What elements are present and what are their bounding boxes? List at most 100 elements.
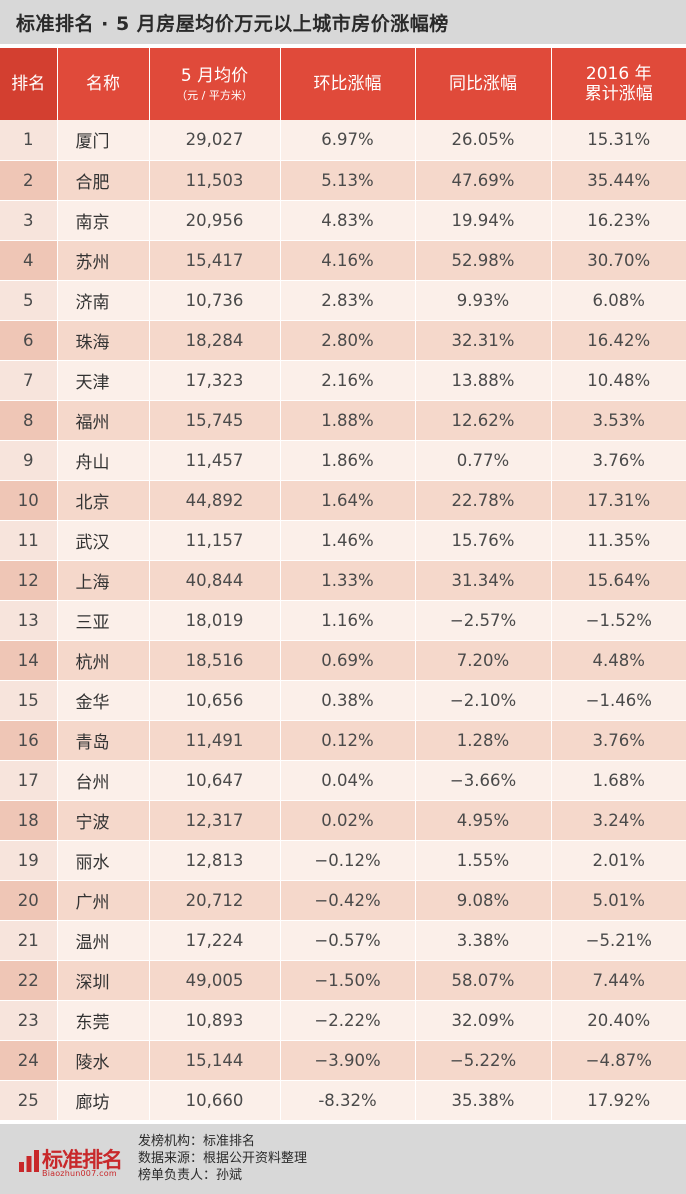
rank-cell: 14 — [0, 640, 58, 681]
yoy-change-cell: 19.94% — [415, 200, 552, 241]
credit-value: 根据公开资料整理 — [203, 1151, 308, 1166]
mom-change-cell: −0.57% — [280, 920, 416, 961]
mom-change-cell: 2.83% — [280, 280, 416, 321]
price-cell: 20,712 — [149, 880, 281, 921]
price-cell: 18,516 — [149, 640, 281, 681]
rank-cell: 23 — [0, 1000, 58, 1041]
city-name-cell: 陵水 — [57, 1040, 150, 1081]
ytd-change-cell: 35.44% — [551, 160, 686, 201]
yoy-change-cell: −2.57% — [415, 600, 552, 641]
rank-cell: 6 — [0, 320, 58, 361]
rank-cell: 19 — [0, 840, 58, 881]
ytd-change-cell: 4.48% — [551, 640, 686, 681]
city-name-cell: 济南 — [57, 280, 150, 321]
yoy-change-cell: 22.78% — [415, 480, 552, 521]
credit-label: 榜单负责人： — [138, 1168, 217, 1183]
rank-cell: 16 — [0, 720, 58, 761]
city-name-cell: 杭州 — [57, 640, 150, 681]
table-row: 24 陵水 15,144 −3.90% −5.22% −4.87% — [0, 1040, 686, 1081]
bar-chart-logo-icon — [19, 1150, 39, 1172]
price-cell: 29,027 — [149, 120, 281, 161]
ytd-change-cell: 3.76% — [551, 720, 686, 761]
ytd-change-cell: 3.76% — [551, 440, 686, 481]
price-cell: 12,813 — [149, 840, 281, 881]
price-cell: 10,736 — [149, 280, 281, 321]
rank-cell: 1 — [0, 120, 58, 161]
table-row: 4 苏州 15,417 4.16% 52.98% 30.70% — [0, 240, 686, 281]
price-cell: 11,491 — [149, 720, 281, 761]
table-row: 21 温州 17,224 −0.57% 3.38% −5.21% — [0, 920, 686, 961]
city-name-cell: 苏州 — [57, 240, 150, 281]
city-name-cell: 金华 — [57, 680, 150, 721]
city-name-cell: 青岛 — [57, 720, 150, 761]
mom-change-cell: 2.16% — [280, 360, 416, 401]
yoy-change-cell: 32.09% — [415, 1000, 552, 1041]
table-row: 8 福州 15,745 1.88% 12.62% 3.53% — [0, 400, 686, 441]
rank-cell: 12 — [0, 560, 58, 601]
rank-cell: 7 — [0, 360, 58, 401]
header-price-unit: （元 / 平方米） — [176, 89, 253, 103]
ytd-change-cell: 10.48% — [551, 360, 686, 401]
yoy-change-cell: 58.07% — [415, 960, 552, 1001]
header-price: 5 月均价 （元 / 平方米） — [149, 48, 281, 120]
credit-owner: 榜单负责人： 孙斌 — [138, 1167, 307, 1184]
yoy-change-cell: −5.22% — [415, 1040, 552, 1081]
ytd-change-cell: −5.21% — [551, 920, 686, 961]
city-name-cell: 武汉 — [57, 520, 150, 561]
yoy-change-cell: 35.38% — [415, 1080, 552, 1121]
city-name-cell: 广州 — [57, 880, 150, 921]
city-name-cell: 宁波 — [57, 800, 150, 841]
yoy-change-cell: 15.76% — [415, 520, 552, 561]
mom-change-cell: 1.16% — [280, 600, 416, 641]
table-row: 14 杭州 18,516 0.69% 7.20% 4.48% — [0, 640, 686, 681]
ytd-change-cell: 16.42% — [551, 320, 686, 361]
table-row: 1 厦门 29,027 6.97% 26.05% 15.31% — [0, 120, 686, 161]
rank-cell: 10 — [0, 480, 58, 521]
price-cell: 44,892 — [149, 480, 281, 521]
yoy-change-cell: −3.66% — [415, 760, 552, 801]
ytd-change-cell: 3.24% — [551, 800, 686, 841]
mom-change-cell: 0.02% — [280, 800, 416, 841]
rank-cell: 25 — [0, 1080, 58, 1121]
header-ytd-line2: 累计涨幅 — [584, 84, 653, 104]
logo-url: Biaozhun007.com — [42, 1169, 117, 1178]
table-row: 17 台州 10,647 0.04% −3.66% 1.68% — [0, 760, 686, 801]
yoy-change-cell: 9.93% — [415, 280, 552, 321]
city-name-cell: 合肥 — [57, 160, 150, 201]
title-bar: 标准排名 · 5 月房屋均价万元以上城市房价涨幅榜 — [0, 0, 686, 44]
price-cell: 12,317 — [149, 800, 281, 841]
header-price-label: 5 月均价 — [180, 65, 249, 86]
ytd-change-cell: 15.31% — [551, 120, 686, 161]
ytd-change-cell: 2.01% — [551, 840, 686, 881]
table-row: 10 北京 44,892 1.64% 22.78% 17.31% — [0, 480, 686, 521]
price-cell: 20,956 — [149, 200, 281, 241]
rank-cell: 20 — [0, 880, 58, 921]
ytd-change-cell: 16.23% — [551, 200, 686, 241]
table-row: 16 青岛 11,491 0.12% 1.28% 3.76% — [0, 720, 686, 761]
yoy-change-cell: 52.98% — [415, 240, 552, 281]
mom-change-cell: 5.13% — [280, 160, 416, 201]
yoy-change-cell: 3.38% — [415, 920, 552, 961]
mom-change-cell: 0.12% — [280, 720, 416, 761]
yoy-change-cell: 4.95% — [415, 800, 552, 841]
rank-cell: 3 — [0, 200, 58, 241]
ytd-change-cell: 1.68% — [551, 760, 686, 801]
city-name-cell: 南京 — [57, 200, 150, 241]
logo: 标准排名 Biaozhun007.com — [18, 1144, 123, 1180]
rank-cell: 18 — [0, 800, 58, 841]
rank-cell: 22 — [0, 960, 58, 1001]
city-name-cell: 厦门 — [57, 120, 150, 161]
credit-value: 标准排名 — [203, 1134, 256, 1149]
city-name-cell: 深圳 — [57, 960, 150, 1001]
price-cell: 10,660 — [149, 1080, 281, 1121]
credit-source: 数据来源： 根据公开资料整理 — [138, 1150, 307, 1167]
table-row: 23 东莞 10,893 −2.22% 32.09% 20.40% — [0, 1000, 686, 1041]
city-name-cell: 北京 — [57, 480, 150, 521]
city-name-cell: 三亚 — [57, 600, 150, 641]
city-name-cell: 东莞 — [57, 1000, 150, 1041]
mom-change-cell: 1.33% — [280, 560, 416, 601]
ytd-change-cell: 20.40% — [551, 1000, 686, 1041]
city-name-cell: 天津 — [57, 360, 150, 401]
mom-change-cell: 0.38% — [280, 680, 416, 721]
